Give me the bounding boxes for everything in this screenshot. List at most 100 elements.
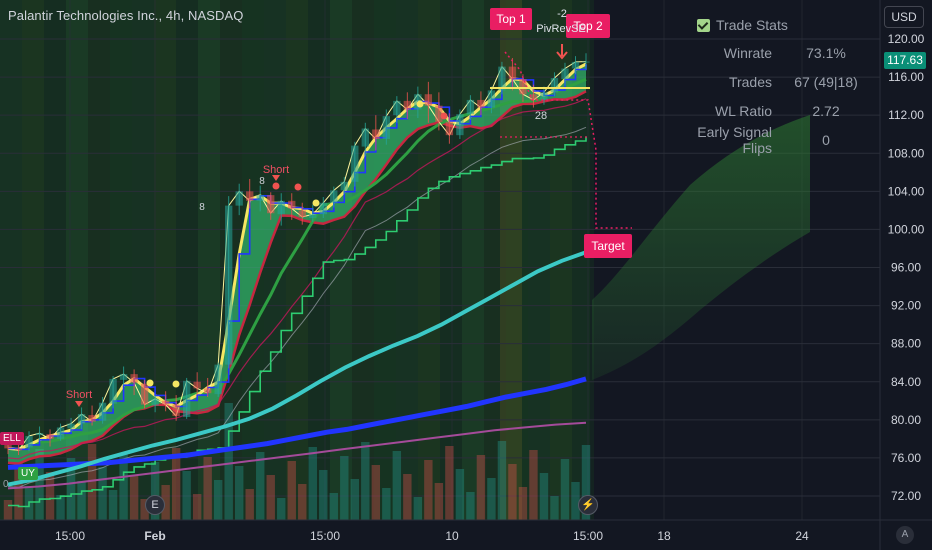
tick-mark-label: 8 [199, 202, 205, 213]
time-tick-label: 15:00 [55, 529, 85, 543]
candle-body [382, 116, 391, 139]
volume-bar [129, 476, 139, 520]
trade-stats-header[interactable]: Trade Stats [676, 12, 872, 38]
time-axis[interactable]: 15:00 Feb 15:00 10 15:00 18 24 [55, 529, 809, 543]
price-tick-label: 120.00 [888, 32, 925, 46]
volume-bar [234, 466, 244, 520]
gray-band-line [7, 126, 587, 488]
auto-scale-button[interactable]: A [896, 526, 914, 544]
price-tick-label: 72.00 [891, 489, 921, 503]
volume-bar [119, 453, 128, 520]
short-arrow-icon [75, 401, 83, 407]
volume-bar [56, 495, 65, 520]
count-label: 28 [534, 110, 548, 122]
volume-bar [35, 449, 44, 520]
candle-body [540, 92, 548, 100]
volume-bar [140, 499, 149, 520]
red-band-line [7, 90, 587, 465]
candle-body [256, 195, 264, 201]
price-tick-label: 88.00 [891, 337, 921, 351]
stats-label: Early Signal Flips [697, 123, 772, 156]
moving-average-line [7, 376, 587, 470]
candle-body [35, 433, 44, 436]
signal-dot [272, 182, 280, 190]
candle-body [4, 443, 12, 449]
candlesticks [4, 53, 590, 456]
volume-bar [213, 480, 223, 520]
stats-row-trades: Trades 67 (49|18) [676, 67, 872, 96]
stats-row-wl-ratio: WL Ratio 2.72 [676, 96, 872, 125]
volume-bar [298, 484, 307, 520]
background-band [88, 0, 110, 520]
zero-label: 0 [3, 479, 9, 490]
candle-body [214, 364, 222, 395]
moving-average-line [7, 421, 587, 490]
candle-body [393, 100, 401, 116]
volume-bar [392, 451, 402, 520]
volume-bar [150, 462, 160, 520]
candle-body [424, 94, 433, 106]
candle-body [193, 381, 201, 389]
volume-bar [161, 485, 170, 520]
volume-bar [382, 488, 391, 520]
volume-bar [350, 479, 360, 520]
volume-bar [455, 469, 465, 520]
checkbox-icon[interactable] [697, 18, 710, 32]
stats-value: 73.1% [806, 44, 846, 61]
candle-body [182, 380, 191, 417]
volume-bar [539, 473, 549, 520]
target-path [504, 51, 632, 229]
time-tick-label: 24 [795, 529, 809, 543]
candle-body [77, 414, 86, 424]
background-band [154, 0, 176, 520]
volume-bar [224, 403, 233, 520]
candle-body [140, 383, 149, 405]
volume-bar [529, 450, 538, 520]
chart-title: Palantir Technologies Inc., 4h, NASDAQ [8, 8, 244, 23]
signal-overlays [75, 44, 632, 407]
volume-bar [445, 446, 454, 520]
pivrevse-label: PivRevSE [536, 23, 586, 35]
flash-icon[interactable]: ⚡ [578, 495, 598, 515]
volume-bar [329, 493, 338, 520]
volume-bar [508, 464, 517, 520]
price-tick-label: 80.00 [891, 413, 921, 427]
candle-body [319, 202, 327, 215]
candle-body [288, 200, 296, 209]
stats-value: 67 (49|18) [794, 73, 858, 90]
candle-body [172, 404, 180, 417]
stats-label: Trades [728, 73, 772, 90]
candle-body [298, 210, 306, 218]
candle-body [340, 181, 348, 191]
candle-body [267, 195, 275, 214]
volume-bar [98, 467, 107, 520]
volume-bar [77, 481, 86, 520]
background-band [22, 0, 44, 520]
price-tick-label: 112.00 [888, 108, 924, 122]
pivot-number: -2 [557, 8, 567, 20]
candle-body [571, 61, 580, 69]
candle-body [561, 68, 569, 79]
volume-bar [466, 492, 475, 520]
volume-bar [497, 441, 507, 520]
candle-body [119, 374, 128, 380]
moving-averages [7, 250, 587, 490]
support-step-line [8, 136, 587, 508]
volume-bar [581, 445, 591, 520]
background-band [462, 0, 484, 520]
background-band [66, 0, 88, 520]
candle-body [487, 90, 496, 108]
currency-button[interactable]: USD [884, 6, 924, 28]
candle-body [235, 191, 243, 206]
volume-bar [487, 478, 496, 520]
candle-body [582, 61, 590, 63]
time-tick-label: 10 [445, 529, 459, 543]
short-arrow-icon [272, 175, 280, 181]
target-label: Target [584, 234, 632, 258]
earnings-icon[interactable]: E [145, 495, 165, 515]
volume-bar [192, 494, 202, 520]
price-tick-label: 104.00 [888, 184, 925, 198]
volume-bar [256, 452, 265, 520]
